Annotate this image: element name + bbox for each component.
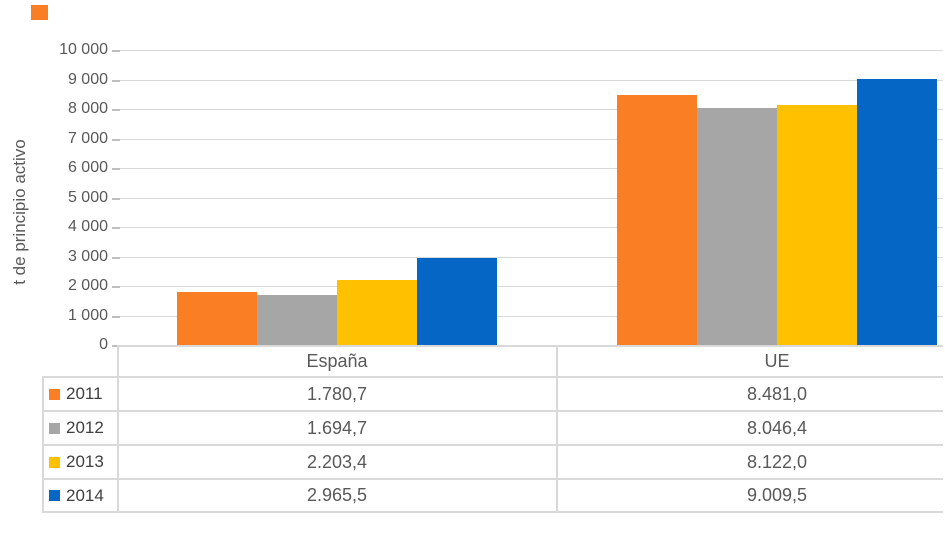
- legend-swatch-2013-icon: [49, 456, 60, 468]
- y-axis-tick: [112, 197, 120, 200]
- bar-2011-ue: [617, 94, 697, 345]
- y-tick-label: 2 000: [67, 277, 108, 294]
- y-axis-tick: [112, 168, 120, 170]
- gridline: [120, 109, 943, 110]
- gridline: [120, 168, 943, 169]
- y-tick-label: 5 000: [67, 188, 108, 206]
- legend-swatch-2011-icon: [49, 388, 60, 400]
- table-border: [42, 511, 943, 513]
- gridline: [120, 50, 943, 51]
- y-tick-label: 10 000: [59, 41, 108, 58]
- gridline: [120, 227, 943, 228]
- table-border: [117, 345, 943, 347]
- table-header-ue: UE: [764, 351, 790, 371]
- y-tick-label: 7 000: [67, 129, 108, 147]
- y-tick-label: 6 000: [67, 159, 108, 176]
- bar-2012-ue: [697, 107, 777, 345]
- y-axis-tick: [112, 79, 120, 82]
- gridline: [120, 138, 943, 140]
- bar-2013-espana: [337, 279, 417, 345]
- table-border: [42, 410, 943, 412]
- table-border: [556, 345, 558, 511]
- gridline: [120, 286, 943, 287]
- gridline: [120, 256, 943, 258]
- table-border: [42, 444, 943, 446]
- y-axis-tick: [112, 286, 120, 288]
- y-tick-label: 3 000: [67, 247, 108, 265]
- y-axis-tick: [112, 345, 120, 347]
- gridline: [120, 315, 943, 317]
- table-border: [42, 376, 943, 378]
- legend-item-2014: 2014: [42, 480, 117, 511]
- y-axis-tick: [112, 256, 120, 259]
- table-value-ue-2012: 8.046,4: [746, 417, 808, 438]
- gridline: [120, 79, 943, 81]
- legend-label-2014: 2014: [66, 485, 104, 505]
- y-axis-title-text: t de principio activo: [10, 139, 29, 285]
- table-border: [117, 345, 119, 511]
- table-header-espana: España: [306, 351, 368, 371]
- table-value-ue-2014: 9.009,5: [746, 485, 808, 505]
- bar-2011-espana: [177, 292, 257, 345]
- table-value-ue-2013: 8.122,0: [746, 451, 808, 472]
- bar-2014-espana: [417, 257, 497, 345]
- table-value-espana-2014: 2.965,5: [306, 485, 368, 505]
- bar-2012-espana: [257, 295, 337, 345]
- legend-label-2013: 2013: [66, 452, 104, 471]
- y-tick-label: 0: [99, 336, 108, 353]
- y-axis-tick: [112, 138, 120, 141]
- legend-item-2012: 2012: [42, 412, 117, 444]
- table-value-espana-2013: 2.203,4: [306, 451, 368, 472]
- y-axis-tick: [112, 227, 120, 229]
- table-border: [42, 478, 943, 480]
- y-axis-tick: [112, 315, 120, 318]
- orange-square-marker: [31, 5, 48, 20]
- table-value-espana-2012: 1.694,7: [306, 417, 368, 438]
- legend-label-2012: 2012: [66, 418, 104, 437]
- y-tick-label: 8 000: [67, 100, 108, 117]
- gridline: [120, 197, 943, 199]
- legend-swatch-2014-icon: [49, 490, 60, 501]
- legend-item-2013: 2013: [42, 446, 117, 478]
- y-tick-label: 4 000: [67, 218, 108, 235]
- y-axis-tick: [112, 50, 120, 52]
- y-axis-tick: [112, 109, 120, 111]
- bar-2014-ue: [857, 79, 937, 345]
- table-value-espana-2011: 1.780,7: [306, 383, 368, 404]
- y-tick-label: 1 000: [67, 306, 108, 324]
- bar-2013-ue: [777, 105, 857, 345]
- legend-label-2011: 2011: [66, 384, 103, 403]
- y-tick-label: 9 000: [67, 70, 108, 88]
- table-value-ue-2011: 8.481,0: [746, 383, 808, 404]
- table-border: [42, 376, 44, 511]
- legend-swatch-2012-icon: [49, 422, 60, 434]
- legend-item-2011: 2011: [42, 378, 117, 410]
